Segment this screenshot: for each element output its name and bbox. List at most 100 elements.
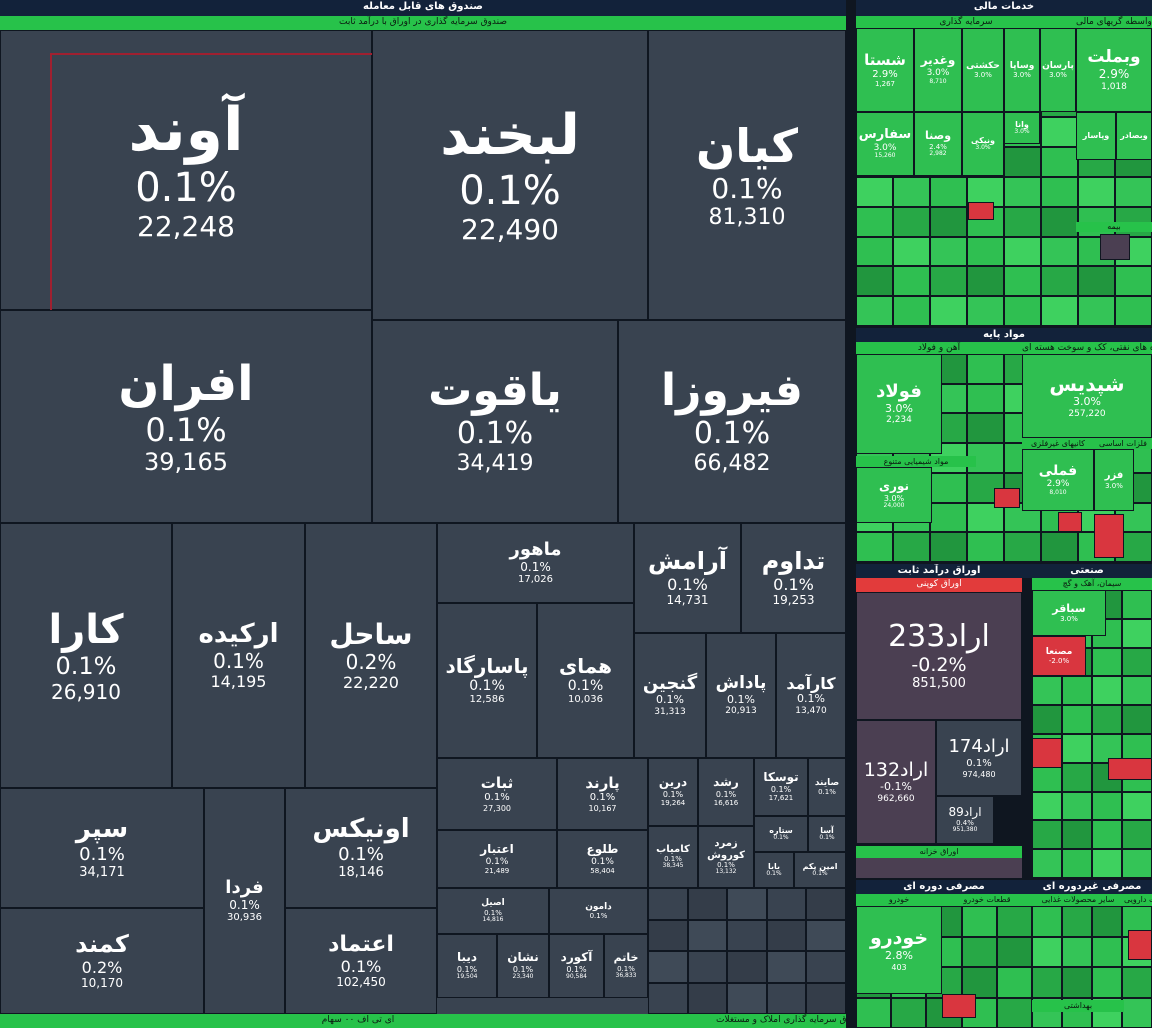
small-tile[interactable] — [1041, 117, 1078, 148]
small-tile[interactable] — [1122, 849, 1152, 878]
small-tile[interactable] — [893, 532, 930, 562]
small-tile[interactable] — [930, 206, 967, 237]
chart-tile[interactable]: حکشتی 3.0% — [962, 28, 1004, 112]
small-tile[interactable] — [1062, 734, 1092, 763]
small-tile[interactable] — [648, 982, 688, 1014]
small-tile[interactable] — [1041, 296, 1078, 326]
chart-tile[interactable]: خاتم 0.1% 36,833 — [604, 934, 648, 998]
other-products-subheader[interactable]: سایر محصولات غذایی — [1032, 894, 1124, 906]
chemical-subheader[interactable]: مواد شیمیایی متنوع — [856, 456, 976, 467]
small-tile[interactable] — [1092, 936, 1122, 967]
small-tile[interactable] — [806, 888, 846, 920]
other-finance-subheader[interactable]: سایر واسطه گریهای مالی — [1076, 16, 1152, 28]
small-tile[interactable] — [967, 413, 1004, 444]
small-tile[interactable] — [1032, 820, 1062, 850]
small-tile[interactable] — [1078, 266, 1115, 297]
chart-tile[interactable]: ارکیده 0.1% 14,195 — [172, 523, 305, 788]
small-tile[interactable] — [967, 532, 1004, 562]
small-tile[interactable] — [766, 919, 807, 951]
small-tile[interactable] — [1092, 849, 1122, 878]
chart-tile[interactable]: اصیل 0.1% 14,816 — [437, 888, 549, 934]
small-tile[interactable] — [1078, 296, 1115, 326]
small-tile[interactable] — [1004, 206, 1041, 237]
small-tile[interactable] — [967, 296, 1004, 326]
small-tile[interactable] — [1032, 791, 1062, 821]
chart-tile[interactable]: شپدیس 3.0% 257,220 — [1022, 354, 1152, 438]
chart-tile[interactable]: گنجین 0.1% 31,313 — [634, 633, 706, 758]
small-tile[interactable] — [687, 919, 728, 951]
treasury-subheader[interactable]: اوراق خزانه — [856, 846, 1022, 858]
small-tile[interactable] — [1122, 997, 1152, 1028]
small-tile[interactable] — [1004, 147, 1041, 177]
small-tile[interactable] — [930, 472, 967, 503]
small-tile[interactable] — [1115, 266, 1152, 297]
small-tile[interactable] — [687, 888, 728, 920]
small-tile[interactable] — [1078, 177, 1115, 207]
small-tile[interactable] — [1041, 236, 1078, 267]
small-tile[interactable] — [1004, 532, 1041, 562]
chart-tile[interactable]: کمند 0.2% 10,170 — [0, 908, 204, 1014]
small-tile[interactable] — [930, 532, 967, 562]
chart-tile[interactable]: اعتماد 0.1% 102,450 — [285, 908, 437, 1014]
small-tile[interactable] — [893, 206, 930, 237]
small-tile[interactable] — [1122, 791, 1152, 821]
small-tile[interactable] — [1122, 618, 1152, 648]
negative-mini-tile[interactable] — [1128, 930, 1152, 960]
chart-tile[interactable]: کارا 0.1% 26,910 — [0, 523, 172, 788]
small-tile[interactable] — [1092, 705, 1122, 734]
negative-mini-tile[interactable] — [1032, 738, 1062, 768]
chart-tile[interactable]: اراد132 -0.1% 962,660 — [856, 720, 936, 844]
small-tile[interactable] — [856, 177, 893, 207]
small-tile[interactable] — [893, 266, 930, 297]
chart-tile[interactable]: درین 0.1% 19,264 — [648, 758, 698, 826]
pharma-subheader[interactable]: مواد و محصولات دارویی — [1124, 894, 1152, 906]
small-tile[interactable] — [967, 236, 1004, 267]
small-tile[interactable] — [996, 906, 1032, 937]
small-tile[interactable] — [687, 982, 728, 1014]
insurance-subheader[interactable]: بیمه — [1076, 222, 1152, 232]
small-tile[interactable] — [766, 982, 807, 1014]
small-tile[interactable] — [1062, 849, 1092, 878]
chart-tile[interactable]: دیبا 0.1% 19,504 — [437, 934, 497, 998]
chart-tile[interactable]: خودرو 2.8% 403 — [856, 906, 942, 994]
chart-tile[interactable]: اعتبار 0.1% 21,489 — [437, 830, 557, 888]
chart-tile[interactable]: اراد89 0.4% 951,380 — [936, 796, 994, 844]
chart-tile[interactable]: پاداش 0.1% 20,913 — [706, 633, 776, 758]
small-tile[interactable] — [1092, 676, 1122, 706]
chart-tile[interactable]: سفارس 3.0% 15,260 — [856, 112, 914, 176]
negative-mini-tile[interactable] — [942, 994, 976, 1018]
small-tile[interactable] — [806, 982, 846, 1014]
small-tile[interactable] — [1032, 705, 1062, 734]
small-tile[interactable] — [1115, 296, 1152, 326]
small-tile[interactable] — [1004, 236, 1041, 267]
small-tile[interactable] — [806, 951, 846, 983]
small-tile[interactable] — [1122, 705, 1152, 734]
chart-tile[interactable]: بابا 0.1% — [754, 852, 794, 888]
chart-tile[interactable]: مصنعا -2.0% — [1032, 636, 1086, 676]
chart-tile[interactable]: فردا 0.1% 30,936 — [204, 788, 285, 1014]
chart-tile[interactable]: ستاره 0.1% — [754, 816, 808, 852]
small-tile[interactable] — [996, 936, 1032, 967]
chart-tile[interactable]: سپر 0.1% 34,171 — [0, 788, 204, 908]
small-tile[interactable] — [727, 951, 767, 983]
negative-mini-tile[interactable] — [1108, 758, 1152, 780]
chart-tile[interactable]: ونیکی 3.0% — [962, 112, 1004, 176]
etf-fixed-subheader[interactable]: صندوق سرمایه گذاری در اوراق با درآمد ثاب… — [0, 16, 846, 30]
negative-mini-tile[interactable] — [994, 488, 1020, 508]
small-tile[interactable] — [1041, 147, 1078, 177]
small-tile[interactable] — [1062, 791, 1092, 821]
chart-tile[interactable]: کامیاب 0.1% 38,345 — [648, 826, 698, 888]
small-tile[interactable] — [727, 888, 767, 920]
chart-tile[interactable]: کیان 0.1% 81,310 — [648, 30, 846, 320]
small-tile[interactable] — [961, 967, 997, 998]
chart-tile[interactable]: وبصادر — [1116, 112, 1152, 160]
small-tile[interactable] — [856, 296, 893, 326]
chart-tile[interactable]: وبملت 2.9% 1,018 — [1076, 28, 1152, 112]
small-tile[interactable] — [727, 982, 767, 1014]
small-tile[interactable] — [893, 296, 930, 326]
small-tile[interactable] — [1062, 906, 1092, 937]
chart-tile[interactable]: پارند 0.1% 10,167 — [557, 758, 648, 830]
small-tile[interactable] — [687, 951, 728, 983]
chart-tile[interactable]: وانا 3.0% — [1004, 112, 1040, 144]
small-tile[interactable] — [766, 951, 807, 983]
